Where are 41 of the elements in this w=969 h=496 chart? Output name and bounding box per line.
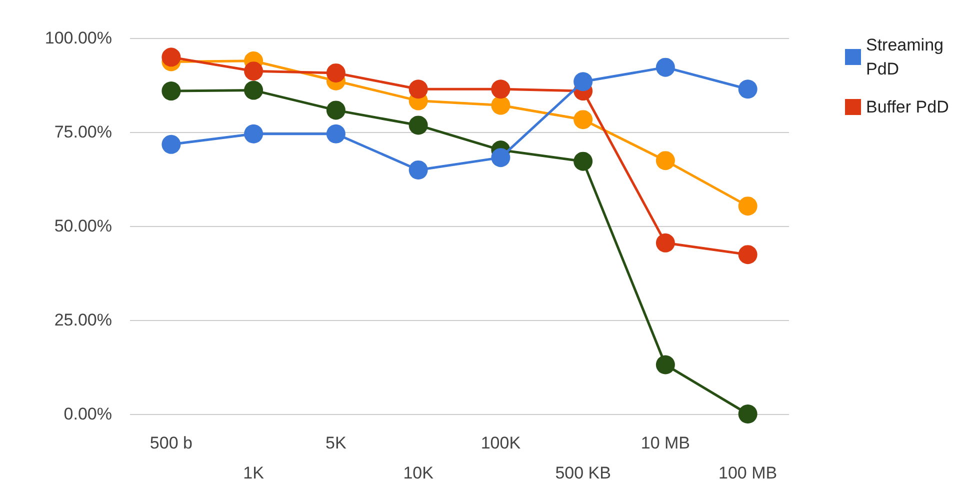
point (162, 48, 181, 67)
point (738, 245, 758, 264)
point (491, 96, 510, 115)
point (574, 110, 593, 130)
y-tick-label: 25.00% (54, 310, 112, 330)
point (656, 151, 675, 170)
point (656, 355, 675, 374)
point (656, 58, 675, 77)
point (738, 404, 758, 424)
point (738, 196, 758, 216)
point (574, 72, 593, 92)
y-tick-label: 75.00% (54, 122, 112, 142)
point (162, 82, 181, 101)
x-tick-label: 5K (326, 434, 347, 452)
point (326, 63, 346, 82)
point (244, 80, 264, 100)
y-tick-label: 100.00% (44, 28, 112, 48)
x-tick-label: 500 KB (555, 464, 611, 482)
x-tick-label: 500 b (150, 434, 192, 452)
point (491, 148, 510, 168)
point (408, 160, 428, 180)
x-tick-label: 100K (480, 434, 522, 452)
y-tick-label: 50.00% (54, 216, 112, 236)
point (408, 80, 428, 99)
x-tick-label: 10 MB (640, 434, 690, 452)
legend-label: Streaming PdD (866, 36, 948, 78)
x-tick-label: 10K (403, 464, 434, 482)
point (162, 134, 181, 154)
point (326, 124, 346, 144)
x-tick-label: 1K (243, 464, 265, 482)
point (738, 80, 758, 99)
y-tick-label: 0.00% (64, 404, 112, 424)
point (244, 62, 264, 81)
point (574, 152, 593, 171)
point (326, 100, 346, 120)
point (656, 233, 675, 252)
point (244, 124, 264, 144)
legend-label: Buffer PdD (866, 98, 949, 116)
point (491, 80, 510, 99)
x-tick-label: 100 MB (718, 464, 778, 482)
point (408, 116, 428, 135)
